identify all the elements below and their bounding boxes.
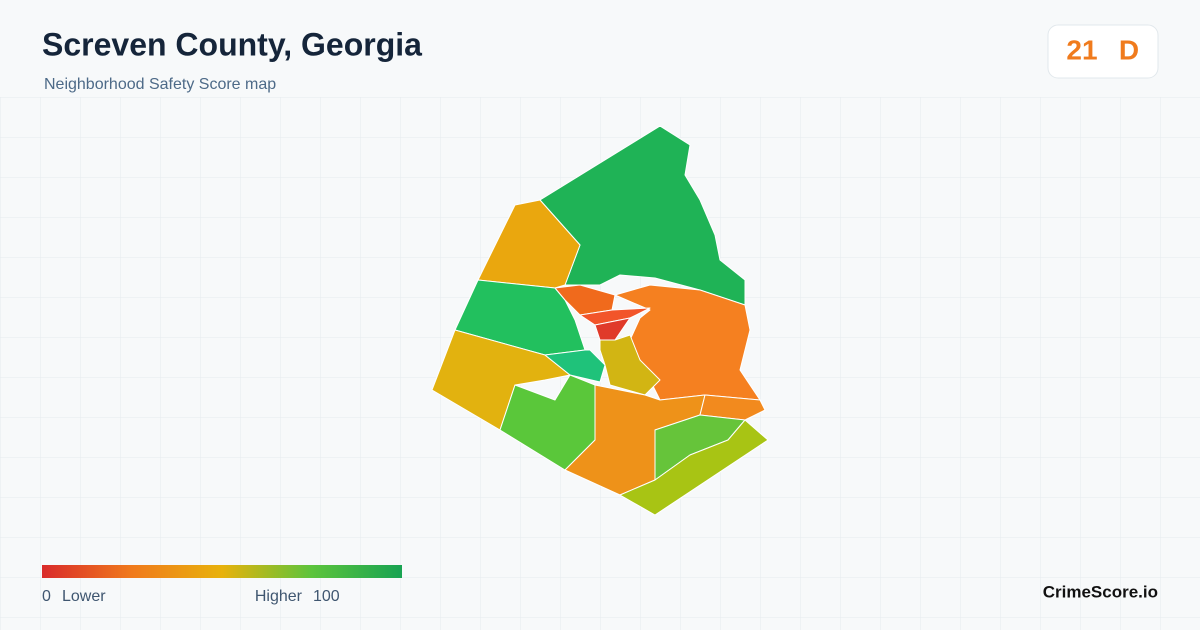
region — [699, 394, 766, 421]
legend-max-label: Higher — [255, 588, 303, 605]
legend-min: 0 — [42, 588, 51, 605]
score-value: 21 — [1066, 34, 1097, 65]
brand: CrimeScore.io — [1043, 582, 1158, 601]
legend-bar — [42, 565, 402, 578]
title: Screven County, Georgia — [42, 26, 422, 62]
region — [579, 307, 651, 326]
legend-min-label: Lower — [62, 588, 106, 605]
county-map — [431, 125, 769, 516]
subtitle: Neighborhood Safety Score map — [44, 76, 276, 93]
legend-max: 100 — [313, 588, 340, 605]
score-grade: D — [1119, 34, 1139, 65]
region — [539, 125, 746, 306]
region — [619, 419, 769, 516]
score-badge — [1047, 24, 1159, 79]
region — [599, 334, 661, 396]
